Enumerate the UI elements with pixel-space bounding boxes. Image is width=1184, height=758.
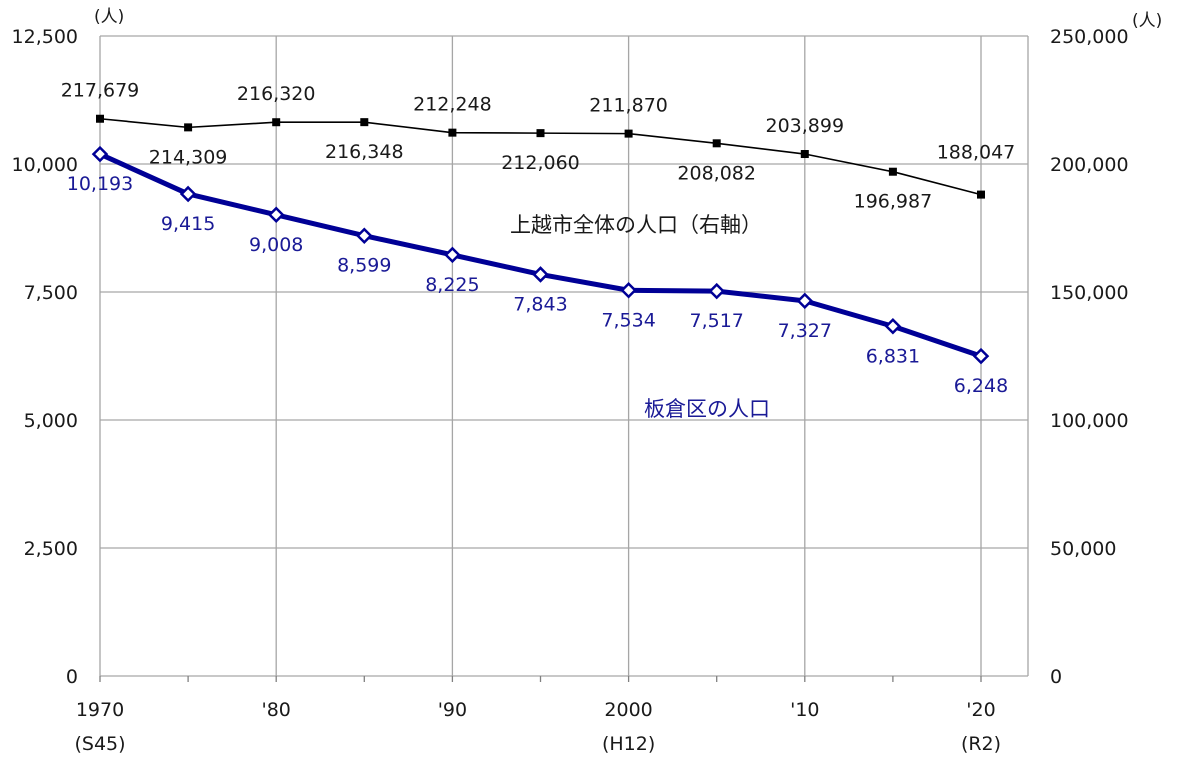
- ward-data-point: [444, 246, 461, 264]
- city-data-label: 212,248: [413, 94, 492, 116]
- gridlines: [99, 35, 1029, 677]
- x-axis-tick-label: 1970: [76, 699, 124, 721]
- city-data-label: 217,679: [61, 80, 140, 102]
- city-data-point: [96, 114, 104, 123]
- x-axis-tick-label: (S45): [74, 733, 125, 755]
- ward-data-point: [179, 185, 197, 203]
- city-data-label: 203,899: [766, 115, 845, 137]
- x-axis-tick-label: 2000: [604, 699, 652, 721]
- city-data-label: 208,082: [677, 162, 756, 184]
- ward-data-label: 9,415: [161, 213, 215, 235]
- ward-data-label: 7,517: [689, 310, 743, 332]
- city-data-label: 216,348: [325, 141, 404, 163]
- x-axis-tick-label: '80: [261, 699, 290, 721]
- data-labels: 217,679 214,309 216,320 216,348 212,248 212,0…: [61, 80, 1016, 397]
- ward-series-line: [98, 151, 982, 359]
- ward-data-point: [356, 227, 373, 244]
- city-data-point: [536, 129, 545, 138]
- right-axis-unit: (人): [1132, 11, 1162, 31]
- city-data-point: [624, 129, 633, 138]
- city-data-point: [184, 123, 193, 132]
- right-axis-tick-label: 100,000: [1050, 410, 1129, 432]
- x-axis-tick-label: '10: [790, 699, 819, 721]
- left-axis-tick-label: 5,000: [24, 410, 78, 432]
- city-data-label: 211,870: [589, 95, 668, 117]
- city-data-point: [888, 167, 897, 176]
- city-data-label: 216,320: [237, 83, 316, 105]
- ward-data-point: [267, 206, 285, 224]
- left-axis-tick-label: 0: [66, 666, 78, 688]
- x-axis-tick-label: (R2): [961, 733, 1001, 755]
- ward-data-label: 10,193: [67, 173, 133, 195]
- ward-series-name: 板倉区の人口: [644, 397, 770, 421]
- city-data-point: [977, 190, 985, 199]
- city-data-point: [712, 139, 721, 148]
- city-data-label: 212,060: [501, 152, 580, 174]
- city-series: [96, 114, 985, 199]
- city-series-name: 上越市全体の人口（右軸）: [510, 213, 762, 237]
- city-data-point: [448, 128, 457, 137]
- ward-series: [91, 145, 990, 365]
- ward-data-label: 7,534: [601, 309, 655, 331]
- ward-data-point: [708, 282, 725, 300]
- ward-data-point: [796, 292, 814, 310]
- x-axis-tick-label: '90: [438, 699, 467, 721]
- right-axis-tick-label: 200,000: [1050, 154, 1129, 176]
- ward-data-point: [620, 281, 637, 299]
- right-axis-tick-label: 50,000: [1050, 538, 1116, 560]
- ward-data-label: 7,843: [513, 293, 567, 315]
- ward-data-label: 6,831: [866, 345, 920, 367]
- x-axis-tick-label: (H12): [602, 733, 655, 755]
- city-data-label: 188,047: [937, 142, 1016, 164]
- city-data-point: [800, 150, 809, 159]
- right-axis-tick-label: 250,000: [1050, 26, 1129, 48]
- left-axis-tick-label: 10,000: [12, 154, 78, 176]
- city-data-point: [272, 118, 281, 127]
- city-data-label: 196,987: [854, 191, 933, 213]
- axes: 0 2,500 5,000 7,500 10,000 12,500 0 50,000 100,0…: [12, 26, 1129, 755]
- left-axis-unit: (人): [94, 7, 124, 27]
- ward-data-label: 8,599: [337, 255, 391, 277]
- ward-data-point: [884, 317, 902, 335]
- left-axis-tick-label: 12,500: [12, 26, 78, 48]
- right-axis-tick-label: 150,000: [1050, 282, 1129, 304]
- left-axis-tick-label: 7,500: [24, 282, 78, 304]
- ward-data-point: [532, 266, 549, 283]
- ward-data-label: 8,225: [425, 274, 479, 296]
- city-data-point: [360, 118, 369, 127]
- ward-data-label: 9,008: [249, 234, 303, 256]
- x-axis-tick-label: '20: [966, 699, 995, 721]
- ward-data-point: [91, 145, 109, 163]
- ward-data-point: [972, 347, 990, 365]
- left-axis-tick-label: 2,500: [24, 538, 78, 560]
- ward-data-label: 6,248: [954, 375, 1008, 397]
- right-axis-tick-label: 0: [1050, 666, 1062, 688]
- city-data-label: 214,309: [149, 146, 228, 168]
- ward-data-label: 7,327: [778, 320, 832, 342]
